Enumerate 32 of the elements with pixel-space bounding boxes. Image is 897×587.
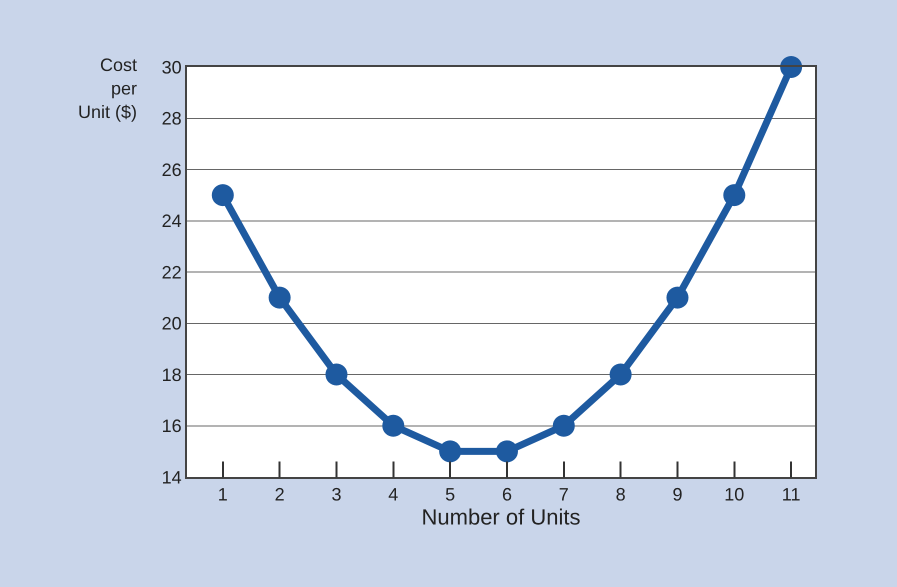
y-tick-label: 14: [162, 467, 182, 488]
y-tick-label: 24: [162, 211, 182, 232]
point: [382, 414, 404, 437]
x-tick-label: 7: [558, 484, 569, 504]
y-tick-label: 20: [162, 314, 182, 334]
y-tick-label: 30: [162, 57, 182, 78]
x-tick-label: 9: [672, 484, 682, 504]
x-tick-label: 6: [502, 484, 512, 504]
x-axis-title: Number of Units: [422, 504, 580, 530]
y-axis-title: Cost per Unit ($): [78, 55, 138, 122]
point: [439, 440, 462, 462]
point: [723, 184, 746, 206]
x-tick-label: 5: [445, 484, 456, 504]
y-tick-label: 26: [162, 160, 182, 180]
point: [268, 286, 291, 309]
point: [552, 414, 575, 437]
y-tick-label: 22: [162, 262, 182, 282]
x-tick-label: 11: [782, 484, 800, 504]
x-tick-label: 2: [274, 484, 285, 504]
point: [496, 440, 518, 462]
point: [666, 286, 688, 309]
y-tick-label: 16: [162, 416, 182, 436]
x-tick-label: 1: [218, 484, 228, 504]
y-tick-label: 18: [162, 364, 182, 385]
x-tick-label: 4: [388, 484, 398, 504]
y-tick-label: 28: [162, 108, 182, 129]
point: [325, 364, 348, 386]
point: [212, 184, 234, 206]
x-tick-label: 8: [616, 484, 626, 504]
x-tick-label: 3: [331, 484, 342, 504]
x-tick-label: 10: [724, 484, 744, 504]
point: [610, 364, 632, 386]
